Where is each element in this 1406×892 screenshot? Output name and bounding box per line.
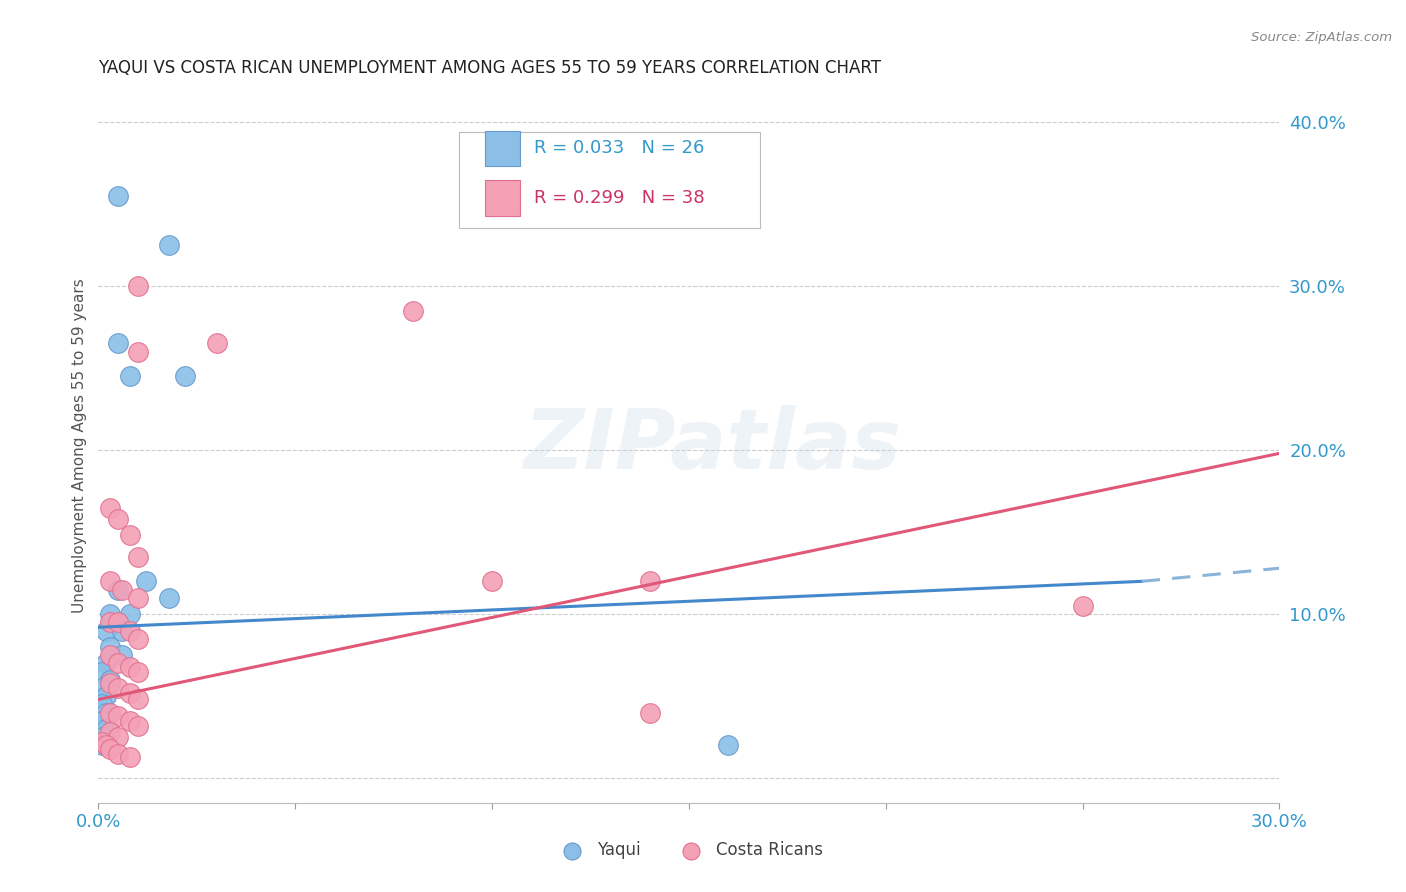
Point: [98, 607, 121, 622]
Point: [127, 279, 149, 293]
Point: [118, 659, 141, 673]
Point: [118, 607, 141, 622]
Text: R = 0.033   N = 26: R = 0.033 N = 26: [534, 139, 704, 157]
Point: [98, 615, 121, 630]
Point: [118, 624, 141, 638]
Point: [98, 640, 121, 654]
Text: YAQUI VS COSTA RICAN UNEMPLOYMENT AMONG AGES 55 TO 59 YEARS CORRELATION CHART: YAQUI VS COSTA RICAN UNEMPLOYMENT AMONG …: [98, 59, 882, 77]
Point: [98, 574, 121, 589]
Text: ZIPatlas: ZIPatlas: [523, 406, 901, 486]
Text: Source: ZipAtlas.com: Source: ZipAtlas.com: [1251, 31, 1392, 45]
Point: [111, 648, 134, 662]
Point: [107, 582, 129, 597]
Point: [107, 709, 129, 723]
Legend: Yaqui, Costa Ricans: Yaqui, Costa Ricans: [548, 835, 830, 866]
Point: [157, 238, 180, 252]
Point: [1071, 599, 1094, 613]
Point: [717, 739, 740, 753]
Point: [157, 591, 180, 605]
Point: [118, 528, 141, 542]
Point: [98, 673, 121, 687]
Point: [118, 369, 141, 384]
Point: [402, 303, 425, 318]
Point: [107, 615, 129, 630]
Point: [638, 706, 661, 720]
Point: [107, 336, 129, 351]
Point: [98, 500, 121, 515]
Point: [205, 336, 228, 351]
Point: [96, 657, 118, 671]
Point: [127, 719, 149, 733]
Point: [96, 706, 118, 720]
Point: [127, 591, 149, 605]
Point: [98, 676, 121, 690]
Point: [96, 689, 118, 703]
Point: [91, 730, 114, 744]
Point: [107, 681, 129, 695]
Point: [481, 574, 503, 589]
Point: [91, 665, 114, 679]
Point: [107, 512, 129, 526]
Point: [91, 698, 114, 712]
Point: [111, 624, 134, 638]
Point: [98, 741, 121, 756]
Point: [98, 706, 121, 720]
Point: [174, 369, 197, 384]
Point: [98, 725, 121, 739]
Point: [127, 549, 149, 564]
Point: [98, 648, 121, 662]
Point: [127, 632, 149, 646]
Point: [118, 686, 141, 700]
Point: [96, 739, 118, 753]
Y-axis label: Unemployment Among Ages 55 to 59 years: Unemployment Among Ages 55 to 59 years: [72, 278, 87, 614]
Point: [96, 722, 118, 736]
Point: [638, 574, 661, 589]
Point: [96, 624, 118, 638]
Point: [107, 730, 129, 744]
Point: [91, 714, 114, 728]
Point: [118, 714, 141, 728]
Point: [127, 344, 149, 359]
FancyBboxPatch shape: [458, 132, 759, 228]
Point: [107, 189, 129, 203]
Text: R = 0.299   N = 38: R = 0.299 N = 38: [534, 189, 704, 207]
Point: [107, 657, 129, 671]
Bar: [485, 130, 520, 166]
Point: [107, 747, 129, 761]
Point: [91, 739, 114, 753]
Point: [135, 574, 157, 589]
Point: [118, 750, 141, 764]
Bar: [485, 180, 520, 216]
Point: [127, 665, 149, 679]
Point: [91, 681, 114, 695]
Point: [111, 582, 134, 597]
Point: [127, 692, 149, 706]
Point: [91, 735, 114, 749]
